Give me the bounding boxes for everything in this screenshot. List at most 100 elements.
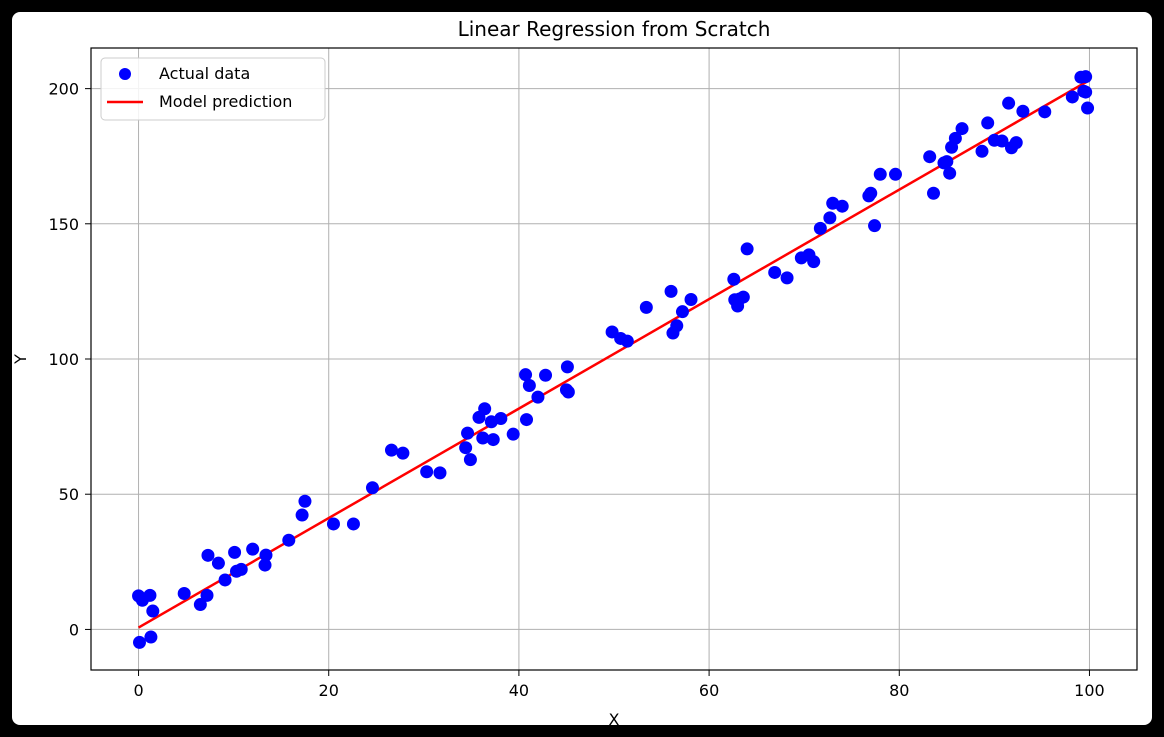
- data-point: [433, 466, 447, 480]
- data-point: [995, 134, 1009, 148]
- y-tick-label: 0: [69, 620, 79, 639]
- data-point: [218, 573, 232, 587]
- regression-chart: 0 20 40 60 80 100 0 50 100 150 200 Linear Regress…: [12, 17, 1138, 725]
- data-point: [561, 385, 575, 399]
- y-tick-label: 100: [48, 350, 79, 369]
- data-point: [740, 242, 754, 256]
- x-tick-label: 80: [889, 681, 909, 700]
- data-point: [736, 290, 750, 304]
- y-axis-ticks: 0 50 100 150 200: [48, 80, 91, 639]
- series-actual-data: [132, 70, 1095, 649]
- data-point: [519, 368, 533, 382]
- data-point: [975, 144, 989, 158]
- data-point: [396, 446, 410, 460]
- legend: Actual data Model prediction: [100, 57, 326, 121]
- data-point: [326, 517, 340, 531]
- data-point: [520, 413, 534, 427]
- data-point: [228, 545, 242, 559]
- data-point: [927, 186, 941, 200]
- data-point: [823, 211, 837, 225]
- data-point: [955, 122, 969, 136]
- data-point: [620, 334, 634, 348]
- data-point: [246, 542, 260, 556]
- data-point: [639, 300, 653, 314]
- x-tick-label: 100: [1074, 681, 1105, 700]
- data-point: [132, 635, 146, 649]
- data-point: [1009, 136, 1023, 150]
- data-point: [144, 630, 158, 644]
- data-point: [282, 533, 296, 547]
- data-point: [1079, 85, 1093, 99]
- data-point: [200, 588, 214, 602]
- legend-marker-actual-data: [119, 68, 131, 80]
- x-axis-ticks: 0 20 40 60 80 100: [133, 670, 1105, 700]
- data-point: [506, 427, 520, 441]
- data-point: [365, 481, 379, 495]
- x-axis-label: X: [609, 710, 620, 725]
- chart-figure: 0 20 40 60 80 100 0 50 100 150 200 Linear Regress…: [12, 12, 1152, 725]
- chart-title: Linear Regression from Scratch: [458, 17, 771, 41]
- data-point: [461, 426, 475, 440]
- data-point: [295, 508, 309, 522]
- data-point: [1016, 104, 1030, 118]
- data-point: [258, 558, 272, 572]
- data-point: [259, 548, 273, 562]
- data-point: [923, 150, 937, 164]
- data-point: [943, 166, 957, 180]
- data-point: [234, 562, 248, 576]
- data-point: [560, 360, 574, 374]
- data-point: [478, 402, 492, 416]
- data-point: [494, 411, 508, 425]
- data-point: [143, 588, 157, 602]
- series-model-prediction: [137, 80, 1089, 629]
- data-point: [476, 431, 490, 445]
- x-tick-label: 0: [133, 681, 143, 700]
- data-point: [868, 219, 882, 233]
- legend-label-model-prediction: Model prediction: [159, 92, 292, 111]
- data-point: [1002, 96, 1016, 110]
- data-point: [298, 494, 312, 508]
- data-point: [768, 265, 782, 279]
- data-point: [177, 586, 191, 600]
- data-point: [346, 517, 360, 531]
- data-point: [727, 272, 741, 286]
- data-point: [835, 199, 849, 213]
- data-point: [486, 433, 500, 447]
- data-point: [981, 116, 995, 130]
- data-point: [1065, 90, 1079, 104]
- data-point: [873, 167, 887, 181]
- data-point: [193, 598, 207, 612]
- data-point: [780, 271, 794, 285]
- data-point: [539, 368, 553, 382]
- data-point: [664, 284, 678, 298]
- data-point: [420, 465, 434, 479]
- data-point: [459, 441, 473, 455]
- data-point: [670, 319, 684, 333]
- data-point: [813, 221, 827, 235]
- y-tick-label: 150: [48, 215, 79, 234]
- data-point: [864, 186, 878, 200]
- y-tick-label: 200: [48, 80, 79, 99]
- data-point: [1081, 101, 1095, 115]
- data-point: [888, 167, 902, 181]
- grid-lines: [91, 48, 1137, 670]
- data-point: [463, 453, 477, 467]
- data-point: [1079, 70, 1093, 84]
- regression-line: [137, 80, 1089, 629]
- data-point: [201, 548, 215, 562]
- data-point: [531, 390, 545, 404]
- data-point: [948, 131, 962, 145]
- data-point: [1038, 105, 1052, 119]
- y-tick-label: 50: [59, 485, 79, 504]
- x-tick-label: 40: [509, 681, 529, 700]
- data-point: [211, 556, 225, 570]
- data-point: [384, 443, 398, 457]
- y-axis-label: Y: [12, 354, 30, 365]
- legend-box: [100, 57, 326, 121]
- legend-label-actual-data: Actual data: [159, 64, 250, 83]
- data-point: [684, 293, 698, 307]
- data-point: [522, 379, 536, 393]
- data-point: [675, 305, 689, 319]
- data-point: [940, 155, 954, 169]
- data-point: [146, 604, 160, 618]
